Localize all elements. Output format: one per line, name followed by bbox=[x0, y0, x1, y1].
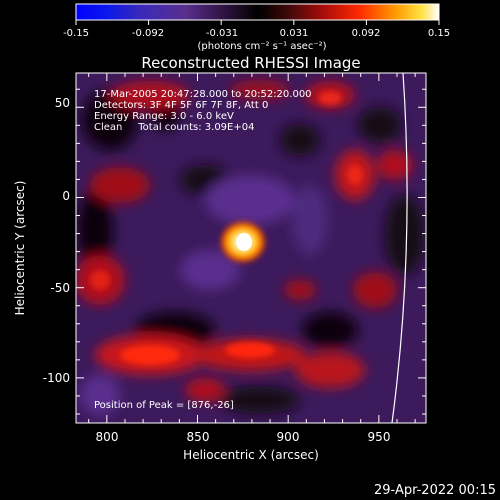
colorbar-gradient bbox=[75, 3, 440, 21]
x-tick-950: 950 bbox=[368, 430, 391, 444]
peak-position-label: Position of Peak = [876,-26] bbox=[94, 400, 234, 411]
colorbar-tick-3: -0.031 bbox=[206, 28, 238, 39]
info-total-counts: Clean Total counts: 3.09E+04 bbox=[94, 122, 254, 133]
y-tick-neg100: -100 bbox=[43, 371, 70, 385]
plot-title: Reconstructed RHESSI Image bbox=[141, 54, 360, 72]
y-tick-0: 0 bbox=[62, 189, 70, 203]
colorbar-tick-4: 0.031 bbox=[280, 28, 309, 39]
image-area bbox=[76, 73, 426, 423]
x-tick-900: 900 bbox=[277, 430, 300, 444]
colorbar-tick-2: -0.092 bbox=[132, 28, 164, 39]
colorbar-tick-1: -0.15 bbox=[63, 28, 89, 39]
y-axis-label: Heliocentric Y (arcsec) bbox=[13, 181, 27, 316]
colorbar: -0.15 -0.092 -0.031 0.031 0.092 0.15 (ph… bbox=[63, 3, 450, 52]
solar-limb bbox=[391, 73, 408, 423]
colorbar-ticks bbox=[75, 20, 440, 25]
y-tick-neg50: -50 bbox=[50, 281, 70, 295]
x-tick-850: 850 bbox=[187, 430, 210, 444]
observation-info: 17-Mar-2005 20:47:28.000 to 20:52:20.000… bbox=[94, 89, 312, 133]
x-tick-800: 800 bbox=[96, 430, 119, 444]
x-axis-label: Heliocentric X (arcsec) bbox=[183, 448, 319, 462]
info-time-range: 17-Mar-2005 20:47:28.000 to 20:52:20.000 bbox=[94, 89, 312, 100]
axis-ticks bbox=[76, 73, 426, 423]
colorbar-unit-label: (photons cm⁻² s⁻¹ asec⁻²) bbox=[197, 41, 326, 52]
colorbar-tick-5: 0.092 bbox=[352, 28, 381, 39]
y-tick-50: 50 bbox=[55, 96, 70, 110]
info-detectors: Detectors: 3F 4F 5F 6F 7F 8F, Att 0 bbox=[94, 100, 268, 111]
plot-frame bbox=[75, 72, 427, 424]
info-energy-range: Energy Range: 3.0 - 6.0 keV bbox=[94, 111, 234, 122]
footer-timestamp: 29-Apr-2022 00:15 bbox=[374, 483, 496, 498]
colorbar-tick-6: 0.15 bbox=[428, 28, 450, 39]
